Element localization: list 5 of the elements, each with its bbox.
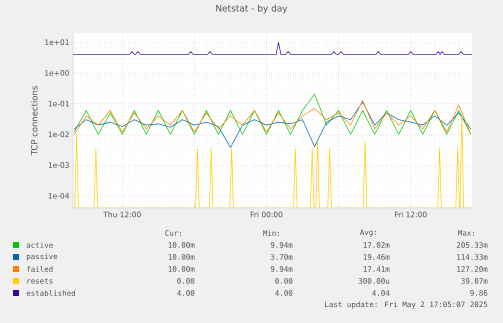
chart-title: Netstat - by day (216, 4, 288, 14)
line-series (74, 94, 472, 135)
y-axis-title: TCP connections (30, 86, 38, 156)
line-series (74, 102, 472, 148)
line-series (74, 100, 472, 135)
